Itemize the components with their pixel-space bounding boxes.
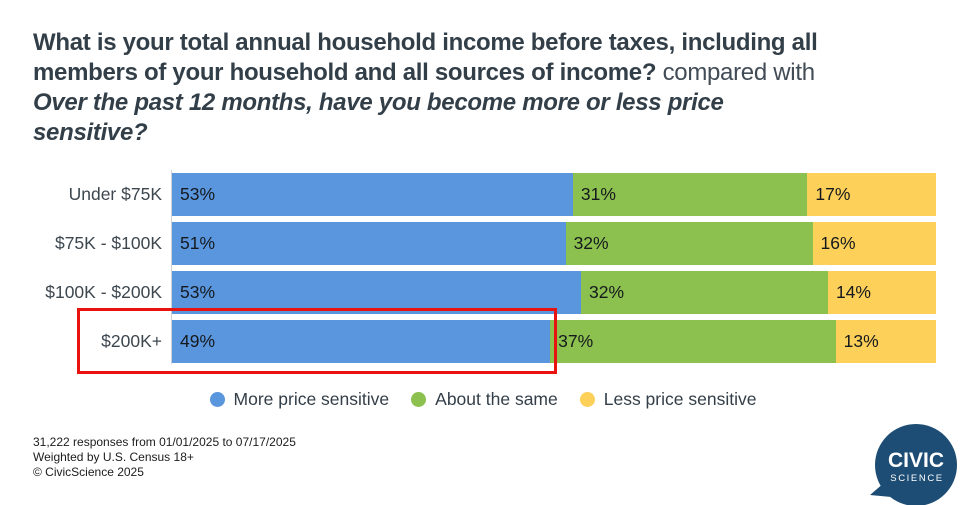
stacked-bar: 51% 32% 16%: [172, 222, 936, 265]
title-segment: members of your household and all source…: [33, 59, 657, 86]
bar-value-label: 17%: [815, 184, 851, 204]
footer-line: Weighted by U.S. Census 18+: [33, 450, 194, 464]
bar-value-label: 14%: [835, 282, 871, 302]
bar-row: $75K - $100K 51% 32% 16%: [0, 222, 936, 265]
category-label: Under $75K: [68, 184, 162, 204]
stacked-bar-chart: Under $75K 53% 31% 17% $75K - $100K 51% 32% 16%…: [0, 173, 936, 369]
bar-row: Under $75K 53% 31% 17%: [0, 173, 936, 216]
bar-value-label: 53%: [180, 184, 216, 204]
civicscience-logo: CIVIC SCIENCE: [864, 421, 964, 505]
legend-item: About the same: [411, 389, 558, 410]
bar-value-label: 32%: [573, 233, 609, 253]
legend-label: Less price sensitive: [603, 389, 757, 409]
bar-value-label: 51%: [180, 233, 216, 253]
highlight-annotation-box: [77, 308, 557, 374]
bar-value-label: 31%: [580, 184, 616, 204]
bar-segment: 17%: [807, 173, 936, 216]
legend-color-dot: [579, 392, 595, 407]
stacked-bar: 53% 32% 14%: [172, 271, 936, 314]
legend-color-dot: [209, 392, 225, 407]
logo-text-civic: CIVIC: [888, 449, 944, 472]
footer-notes: 31,222 responses from 01/01/2025 to 07/1…: [33, 435, 296, 480]
bar-row: $200K+ 49% 37% 13%: [0, 320, 936, 363]
category-label: $75K - $100K: [54, 233, 162, 253]
title-segment: Over the past 12 months, have you become…: [33, 89, 724, 116]
bar-segment: 31%: [572, 173, 808, 216]
title-segment: What is your total annual household inco…: [33, 29, 818, 56]
title-segment: compared with: [656, 59, 815, 86]
logo-text-science: SCIENCE: [890, 473, 943, 484]
bar-segment: 32%: [581, 271, 828, 314]
bar-segment: 14%: [827, 271, 936, 314]
chart-legend: More price sensitive About the same Less p…: [0, 389, 966, 410]
logo-bubble-circle: [875, 424, 957, 505]
bar-segment: 37%: [550, 320, 836, 363]
legend-label: More price sensitive: [233, 389, 390, 409]
bar-value-label: 53%: [180, 282, 216, 302]
bar-segment: 51%: [172, 222, 566, 265]
chart-title: What is your total annual household inco…: [33, 28, 948, 148]
bar-segment: 53%: [172, 271, 581, 314]
bar-segment: 53%: [172, 173, 573, 216]
title-line: Over the past 12 months, have you become…: [33, 88, 948, 118]
category-axis-line: [171, 170, 172, 364]
stacked-bar: 49% 37% 13%: [172, 320, 936, 363]
legend-item: More price sensitive: [209, 389, 390, 410]
title-line: members of your household and all source…: [33, 58, 948, 88]
bar-segment: 13%: [835, 320, 936, 363]
bar-value-label: 13%: [843, 331, 879, 351]
bar-value-label: 16%: [820, 233, 856, 253]
bar-value-label: 37%: [558, 331, 594, 351]
title-line: sensitive?: [33, 118, 948, 148]
bar-row: $100K - $200K 53% 32% 14%: [0, 271, 936, 314]
bar-value-label: 32%: [589, 282, 625, 302]
bar-segment: 49%: [172, 320, 551, 363]
category-label: $100K - $200K: [45, 282, 162, 302]
bar-segment: 16%: [812, 222, 936, 265]
legend-color-dot: [411, 392, 427, 407]
speech-bubble-logo: CIVIC SCIENCE: [870, 424, 957, 505]
legend-item: Less price sensitive: [579, 389, 757, 410]
title-line: What is your total annual household inco…: [33, 28, 948, 58]
footer-line: © CivicScience 2025: [33, 465, 144, 479]
category-label: $200K+: [101, 331, 162, 351]
legend-label: About the same: [435, 389, 558, 409]
footer-line: 31,222 responses from 01/01/2025 to 07/1…: [33, 435, 296, 449]
title-segment: sensitive?: [33, 119, 148, 146]
bar-segment: 32%: [565, 222, 813, 265]
stacked-bar: 53% 31% 17%: [172, 173, 936, 216]
bar-value-label: 49%: [180, 331, 216, 351]
